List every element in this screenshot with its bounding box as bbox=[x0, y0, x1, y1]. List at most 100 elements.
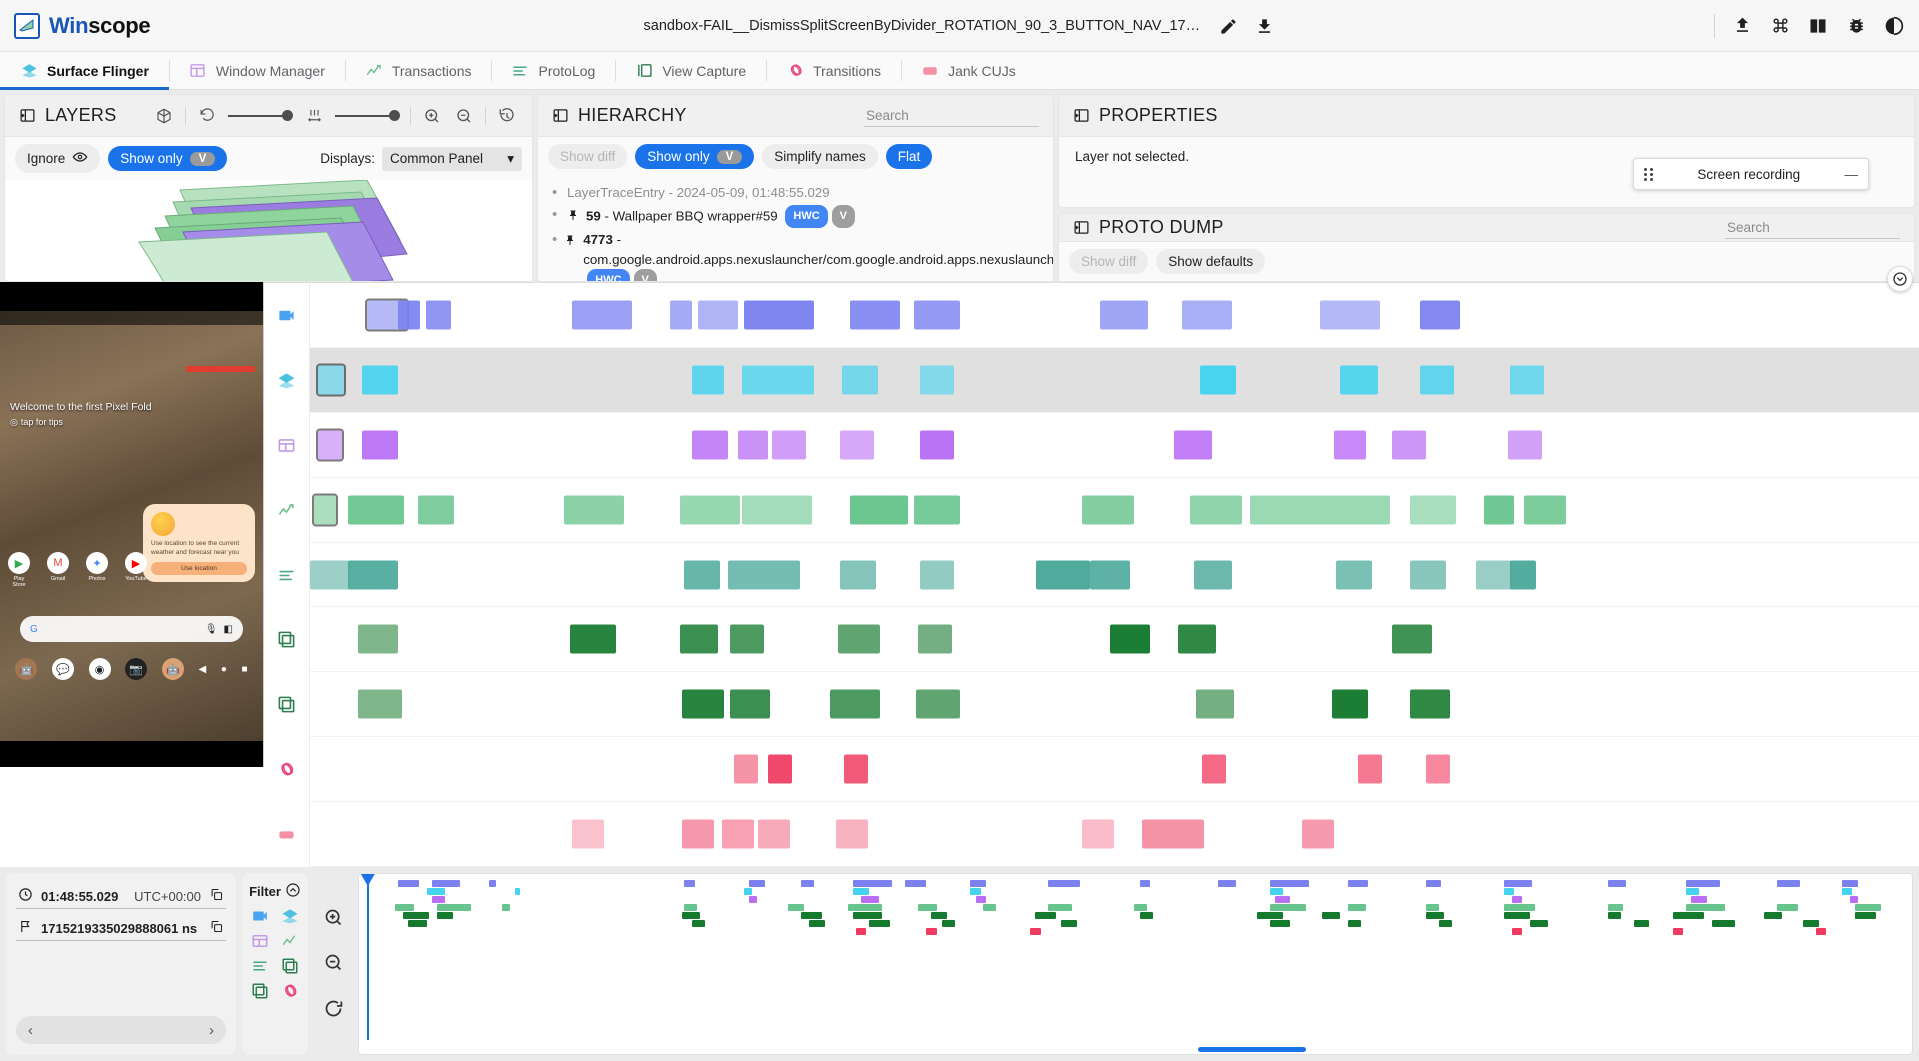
jank-cujs-trace-icon[interactable] bbox=[264, 802, 309, 867]
trace-block[interactable] bbox=[1476, 560, 1512, 589]
trace-block[interactable] bbox=[1410, 689, 1450, 719]
trace-block[interactable] bbox=[310, 560, 350, 589]
trace-block[interactable] bbox=[1508, 430, 1542, 460]
copy-icon[interactable] bbox=[209, 919, 224, 937]
trace-block[interactable] bbox=[844, 754, 868, 784]
trace-row[interactable] bbox=[310, 672, 1919, 738]
trace-block[interactable] bbox=[838, 624, 880, 654]
trace-block[interactable] bbox=[692, 365, 724, 395]
ignore-chip[interactable]: Ignore bbox=[15, 144, 101, 173]
trace-block[interactable] bbox=[1420, 365, 1454, 395]
trace-block[interactable] bbox=[1510, 365, 1544, 395]
dock-app-messages[interactable]: 💬 bbox=[51, 658, 74, 680]
trace-block[interactable] bbox=[316, 428, 344, 462]
tab-jank-cujs[interactable]: Jank CUJs bbox=[901, 52, 1036, 89]
transactions-trace-icon[interactable] bbox=[264, 478, 309, 543]
dock-app-chrome[interactable]: ◉ bbox=[88, 658, 111, 680]
trace-block[interactable] bbox=[1174, 430, 1212, 460]
tab-window-manager[interactable]: Window Manager bbox=[168, 52, 345, 89]
trace-block[interactable] bbox=[1036, 560, 1090, 589]
trace-block[interactable] bbox=[850, 300, 900, 330]
rotation-3d-icon[interactable] bbox=[153, 105, 175, 127]
trace-block[interactable] bbox=[1194, 560, 1232, 589]
app-photos[interactable]: ✦ Photos bbox=[86, 552, 108, 588]
collapse-icon[interactable] bbox=[1073, 107, 1090, 124]
ns-field[interactable]: 1715219335029888061 ns bbox=[16, 916, 226, 941]
minimize-icon[interactable]: — bbox=[1844, 166, 1859, 182]
filter-view-capture-icon[interactable] bbox=[279, 957, 301, 975]
trace-row[interactable] bbox=[310, 347, 1919, 413]
trace-block[interactable] bbox=[744, 300, 814, 330]
tab-protolog[interactable]: ProtoLog bbox=[491, 52, 615, 89]
trace-block[interactable] bbox=[1100, 300, 1148, 330]
trace-block[interactable] bbox=[730, 624, 764, 654]
mini-timeline[interactable] bbox=[358, 873, 1913, 1055]
proto-dump-search-input[interactable]: Search bbox=[1725, 217, 1900, 239]
trace-block[interactable] bbox=[840, 560, 876, 589]
trace-block[interactable] bbox=[758, 819, 790, 849]
device-screen-preview[interactable]: Welcome to the first Pixel Fold ◎ tap fo… bbox=[0, 282, 264, 767]
trace-block[interactable] bbox=[670, 300, 692, 330]
trace-block[interactable] bbox=[572, 300, 632, 330]
tab-surface-flinger[interactable]: Surface Flinger bbox=[0, 52, 169, 90]
trace-block[interactable] bbox=[1420, 300, 1460, 330]
trace-block[interactable] bbox=[572, 819, 604, 849]
trace-row[interactable] bbox=[310, 607, 1919, 673]
filter-transitions-icon[interactable] bbox=[279, 982, 301, 1000]
trace-block[interactable] bbox=[738, 430, 768, 460]
trace-block[interactable] bbox=[850, 495, 908, 525]
trace-block[interactable] bbox=[1082, 495, 1134, 525]
trace-block[interactable] bbox=[1358, 754, 1382, 784]
restore-icon[interactable] bbox=[496, 105, 518, 127]
trace-block[interactable] bbox=[316, 363, 346, 397]
filter-screen-recording-icon[interactable] bbox=[249, 907, 271, 925]
trace-block[interactable] bbox=[682, 689, 724, 719]
trace-block[interactable] bbox=[1090, 560, 1130, 589]
trace-block[interactable] bbox=[1320, 300, 1380, 330]
trace-block[interactable] bbox=[920, 365, 954, 395]
lens-icon[interactable]: ◧ bbox=[223, 623, 233, 635]
trace-row[interactable] bbox=[310, 283, 1919, 348]
dark-mode-icon[interactable] bbox=[1883, 15, 1905, 37]
hierarchy-tree[interactable]: • LayerTraceEntry - 2024-05-09, 01:48:55… bbox=[538, 176, 1053, 281]
documentation-icon[interactable] bbox=[1807, 15, 1829, 37]
mic-icon[interactable]: 🎙 bbox=[204, 623, 218, 635]
simplify-names-chip[interactable]: Simplify names bbox=[762, 144, 878, 169]
trace-block[interactable] bbox=[730, 689, 770, 719]
collapse-icon[interactable] bbox=[19, 107, 36, 124]
rotation-reset-icon[interactable] bbox=[196, 105, 218, 127]
hierarchy-search-input[interactable]: Search bbox=[864, 105, 1039, 127]
trace-block[interactable] bbox=[1392, 624, 1432, 654]
app-play-store[interactable]: ▶ Play Store bbox=[8, 552, 30, 588]
trace-block[interactable] bbox=[722, 819, 754, 849]
screen-recording-widget[interactable]: Screen recording — bbox=[1633, 158, 1869, 190]
trace-block[interactable] bbox=[1524, 495, 1566, 525]
filter-header[interactable]: Filter bbox=[249, 882, 301, 901]
trace-block[interactable] bbox=[1392, 430, 1426, 460]
trace-row[interactable] bbox=[310, 543, 1919, 608]
trace-block[interactable] bbox=[840, 430, 874, 460]
trace-block[interactable] bbox=[1410, 495, 1456, 525]
ime-trace-icon[interactable] bbox=[264, 672, 309, 737]
pin-icon[interactable] bbox=[567, 208, 579, 228]
trace-block[interactable] bbox=[684, 560, 720, 589]
trace-row[interactable] bbox=[310, 802, 1919, 867]
reset-zoom-icon[interactable] bbox=[323, 998, 344, 1022]
trace-block[interactable] bbox=[682, 819, 714, 849]
trace-block[interactable] bbox=[1110, 624, 1150, 654]
edit-filename-icon[interactable] bbox=[1218, 15, 1240, 37]
trace-block[interactable] bbox=[842, 365, 878, 395]
collapse-icon[interactable] bbox=[1073, 219, 1090, 236]
shortcuts-icon[interactable] bbox=[1769, 15, 1791, 37]
trace-block[interactable] bbox=[1302, 819, 1334, 849]
app-youtube[interactable]: ▶ YouTube bbox=[125, 552, 147, 588]
trace-block[interactable] bbox=[1336, 560, 1372, 589]
show-defaults-chip[interactable]: Show defaults bbox=[1156, 249, 1266, 274]
tab-transactions[interactable]: Transactions bbox=[344, 52, 492, 89]
trace-block[interactable] bbox=[1190, 495, 1242, 525]
trace-row[interactable] bbox=[310, 737, 1919, 803]
filter-transactions-icon[interactable] bbox=[279, 932, 301, 950]
trace-block[interactable] bbox=[920, 430, 954, 460]
use-location-button[interactable]: Use location bbox=[151, 562, 247, 575]
nav-recents-icon[interactable]: ■ bbox=[241, 663, 248, 675]
